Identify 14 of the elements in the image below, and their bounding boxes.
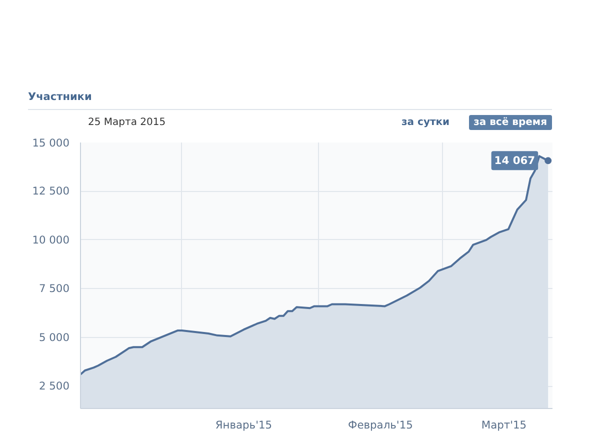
x-tick-label: Февраль'15	[348, 418, 413, 432]
y-tick-label: 15 000	[32, 136, 70, 150]
text: за сутки	[400, 116, 451, 130]
y-tick-label: 12 500	[32, 184, 70, 198]
text: за всё время	[468, 115, 552, 130]
chart-title: Участники	[28, 90, 552, 110]
y-tick-label: 5 000	[38, 330, 70, 344]
y-tick-label: 7 500	[38, 282, 70, 296]
x-tick-label: Март'15	[481, 418, 527, 432]
y-tick-label: 10 000	[32, 233, 70, 246]
y-tick-label: 2 500	[38, 380, 70, 393]
chart-subtitle: 25 Марта 2015	[88, 116, 166, 130]
annotation: 14 067	[494, 154, 536, 168]
x-tick-label: Январь'15	[215, 418, 272, 432]
